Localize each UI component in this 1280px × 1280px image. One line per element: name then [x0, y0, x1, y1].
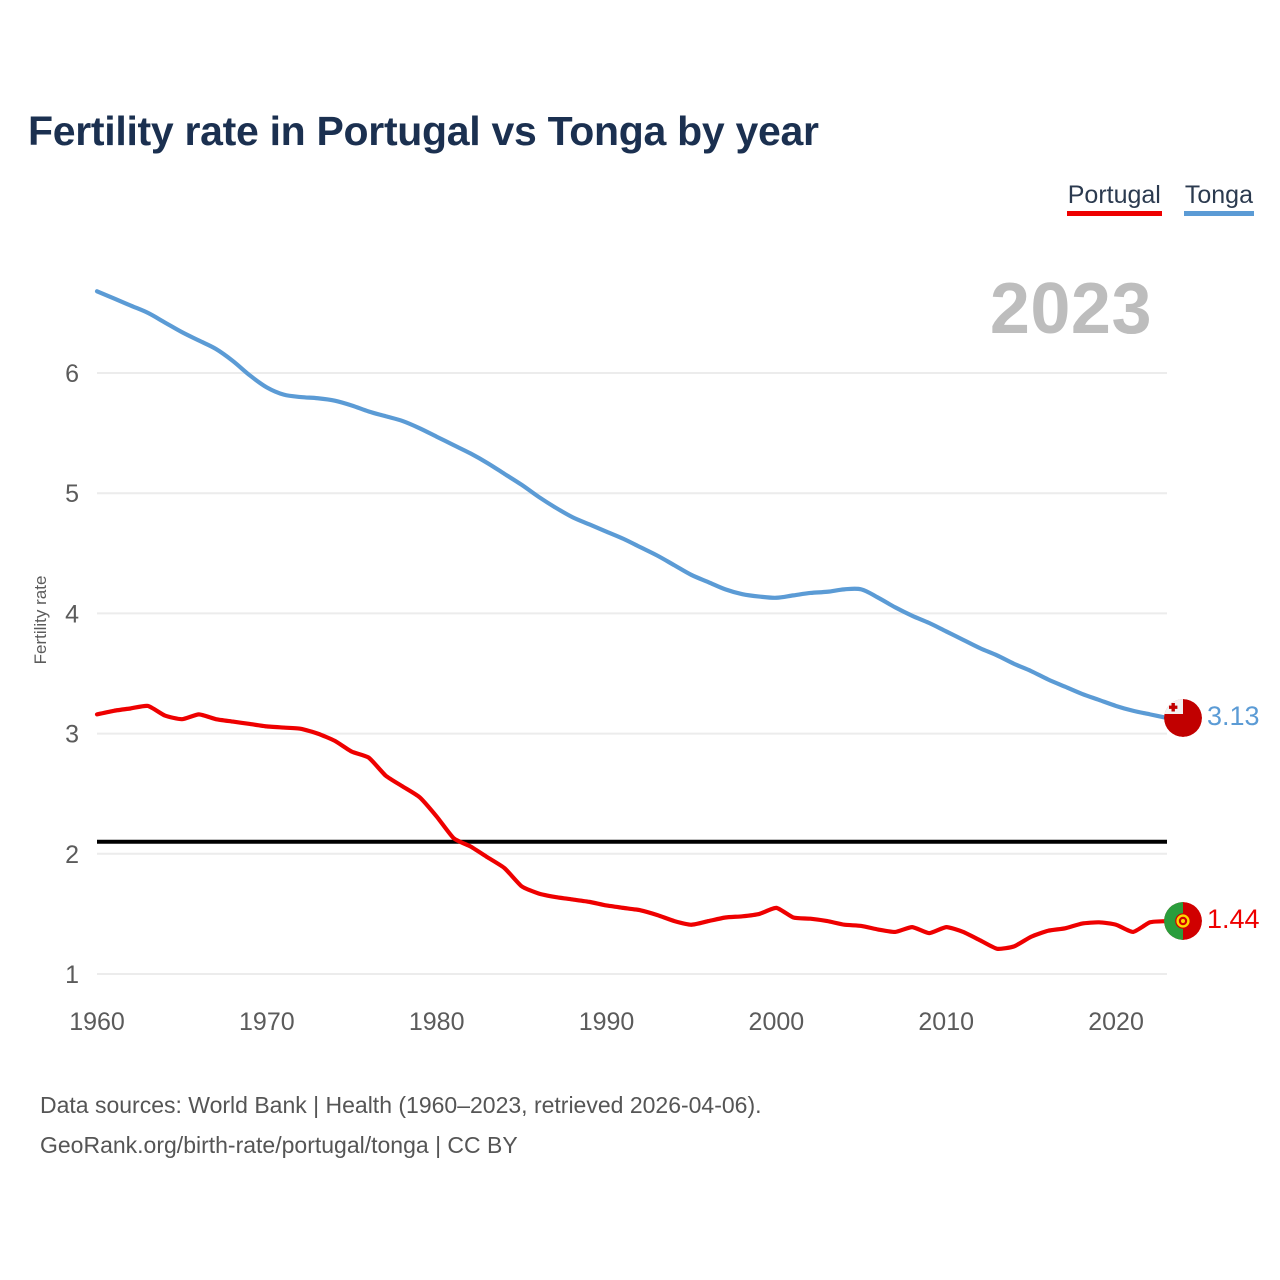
x-axis-tick-label: 2020: [1088, 1008, 1144, 1036]
y-axis-tick-label: 5: [65, 480, 79, 508]
gridlines: [97, 372, 1167, 975]
x-axis-tick-label: 2000: [749, 1008, 805, 1036]
y-axis-tick-label: 6: [65, 360, 79, 388]
y-axis-ticks: 1 2 3 4 5 6: [65, 360, 79, 989]
year-watermark: 2023: [989, 269, 1152, 349]
legend: Portugal Tonga: [1066, 181, 1254, 217]
x-axis-tick-label: 1980: [409, 1008, 465, 1036]
end-value-tonga: 3.13: [1207, 700, 1260, 731]
legend-label-portugal: Portugal: [1067, 181, 1161, 209]
legend-label-tonga: Tonga: [1184, 181, 1253, 209]
x-axis-ticks: 1960 1970 1980 1990 2000 2010 2020: [69, 1008, 1144, 1036]
page-title: Fertility rate in Portugal vs Tonga by y…: [28, 108, 819, 154]
x-axis-tick-label: 1960: [69, 1008, 125, 1036]
x-axis-tick-label: 2010: [918, 1008, 974, 1036]
y-axis-tick-label: 2: [65, 841, 79, 869]
y-axis-tick-label: 3: [65, 721, 79, 749]
tonga-flag-icon: [1164, 698, 1202, 737]
series-line-portugal: [94, 703, 1170, 951]
footer: Data sources: World Bank | Health (1960–…: [40, 1085, 762, 1166]
series-line-tonga: [94, 289, 1170, 721]
portugal-flag-icon: [1164, 902, 1202, 941]
footer-attribution: GeoRank.org/birth-rate/portugal/tonga | …: [40, 1132, 518, 1159]
y-axis-tick-label: 4: [65, 600, 79, 628]
legend-swatch-portugal: [1066, 211, 1162, 217]
end-value-portugal: 1.44: [1207, 904, 1260, 935]
footer-data-sources: Data sources: World Bank | Health (1960–…: [40, 1092, 762, 1118]
legend-item-tonga[interactable]: Tonga: [1183, 181, 1254, 217]
y-axis-title: Fertility rate: [31, 576, 50, 665]
x-axis-tick-label: 1990: [579, 1008, 635, 1036]
x-axis-tick-label: 1970: [239, 1008, 295, 1036]
legend-item-portugal[interactable]: Portugal: [1066, 181, 1162, 217]
y-axis-tick-label: 1: [65, 961, 79, 989]
legend-swatch-tonga: [1183, 211, 1254, 217]
